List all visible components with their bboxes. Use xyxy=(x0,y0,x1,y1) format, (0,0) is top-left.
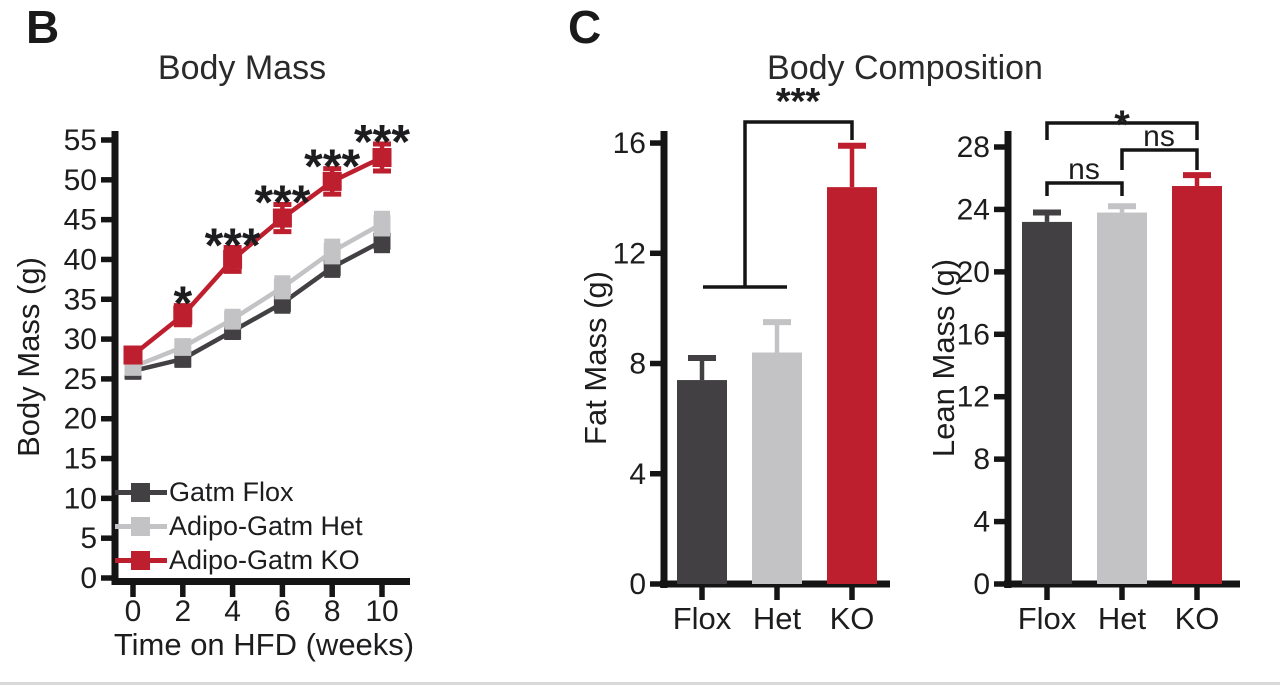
fat-mass-y-axis-label: Fat Mass (g) xyxy=(578,271,613,445)
svg-text:12: 12 xyxy=(957,381,990,414)
significance-stars: *** xyxy=(354,116,410,169)
svg-text:50: 50 xyxy=(64,164,97,197)
svg-text:0: 0 xyxy=(80,562,97,595)
svg-text:0: 0 xyxy=(629,568,646,601)
legend: Gatm Flox Adipo-Gatm Het Adipo-Gatm KO xyxy=(115,477,363,581)
svg-text:2: 2 xyxy=(174,595,191,628)
svg-text:Flox: Flox xyxy=(673,601,732,636)
svg-text:0: 0 xyxy=(125,595,142,628)
significance-stars: *** xyxy=(304,141,360,194)
svg-text:24: 24 xyxy=(957,193,990,226)
svg-text:28: 28 xyxy=(957,131,990,164)
bottom-divider-line xyxy=(0,682,1280,685)
lean-ns-label-het-ko: ns xyxy=(1143,120,1175,153)
svg-text:16: 16 xyxy=(613,127,646,160)
svg-text:Het: Het xyxy=(753,601,802,636)
body-composition-title: Body Composition xyxy=(767,49,1043,87)
legend-item: Adipo-Gatm KO xyxy=(115,545,363,575)
fat-mass-chart: 0 4 8 12 16 Flox Het KO *** xyxy=(613,81,890,636)
significance-stars: * xyxy=(173,278,192,331)
svg-text:20: 20 xyxy=(64,403,97,436)
significance-stars: *** xyxy=(205,220,261,273)
svg-text:8: 8 xyxy=(629,348,646,381)
svg-text:45: 45 xyxy=(64,204,97,237)
svg-text:20: 20 xyxy=(957,256,990,289)
body-mass-title: Body Mass xyxy=(157,49,327,87)
body-mass-y-axis-label: Body Mass (g) xyxy=(11,257,46,457)
svg-text:4: 4 xyxy=(629,458,646,491)
svg-text:16: 16 xyxy=(957,318,990,351)
legend-series-label: Adipo-Gatm KO xyxy=(169,545,360,575)
svg-text:10: 10 xyxy=(365,595,398,628)
fat-significance-stars: *** xyxy=(776,81,821,123)
svg-text:8: 8 xyxy=(324,595,341,628)
svg-text:12: 12 xyxy=(613,237,646,270)
body-mass-x-axis-label: Time on HFD (weeks) xyxy=(113,627,415,662)
lean-mass-chart: 0 4 8 12 16 20 24 28 Flox Het KO ns ns * xyxy=(957,103,1240,636)
panel-letter-c: C xyxy=(568,1,602,53)
legend-item: Adipo-Gatm Het xyxy=(115,511,363,541)
svg-text:8: 8 xyxy=(973,443,990,476)
svg-text:25: 25 xyxy=(64,363,97,396)
legend-series-marker-icon xyxy=(115,547,167,574)
svg-text:10: 10 xyxy=(64,482,97,515)
svg-text:0: 0 xyxy=(973,568,990,601)
svg-text:30: 30 xyxy=(64,323,97,356)
svg-text:40: 40 xyxy=(64,243,97,276)
svg-text:15: 15 xyxy=(64,443,97,476)
svg-text:KO: KO xyxy=(1175,601,1220,636)
legend-series-label: Gatm Flox xyxy=(169,477,294,507)
legend-series-marker-icon xyxy=(115,513,167,540)
legend-series-label: Adipo-Gatm Het xyxy=(169,511,363,541)
svg-text:4: 4 xyxy=(973,506,990,539)
svg-text:Het: Het xyxy=(1098,601,1147,636)
significance-stars: *** xyxy=(254,177,310,230)
svg-text:4: 4 xyxy=(224,595,241,628)
svg-text:5: 5 xyxy=(80,522,97,555)
svg-text:6: 6 xyxy=(274,595,291,628)
svg-text:55: 55 xyxy=(64,124,97,157)
svg-text:KO: KO xyxy=(830,601,875,636)
svg-text:35: 35 xyxy=(64,283,97,316)
panel-letter-b: B xyxy=(26,1,60,53)
legend-series-marker-icon xyxy=(115,479,167,506)
legend-item: Gatm Flox xyxy=(115,477,363,507)
lean-mass-y-axis-label: Lean Mass (g) xyxy=(926,258,961,458)
lean-ns-label-flox-het: ns xyxy=(1068,153,1100,186)
lean-significance-star: * xyxy=(1114,103,1130,147)
svg-text:Flox: Flox xyxy=(1018,601,1077,636)
